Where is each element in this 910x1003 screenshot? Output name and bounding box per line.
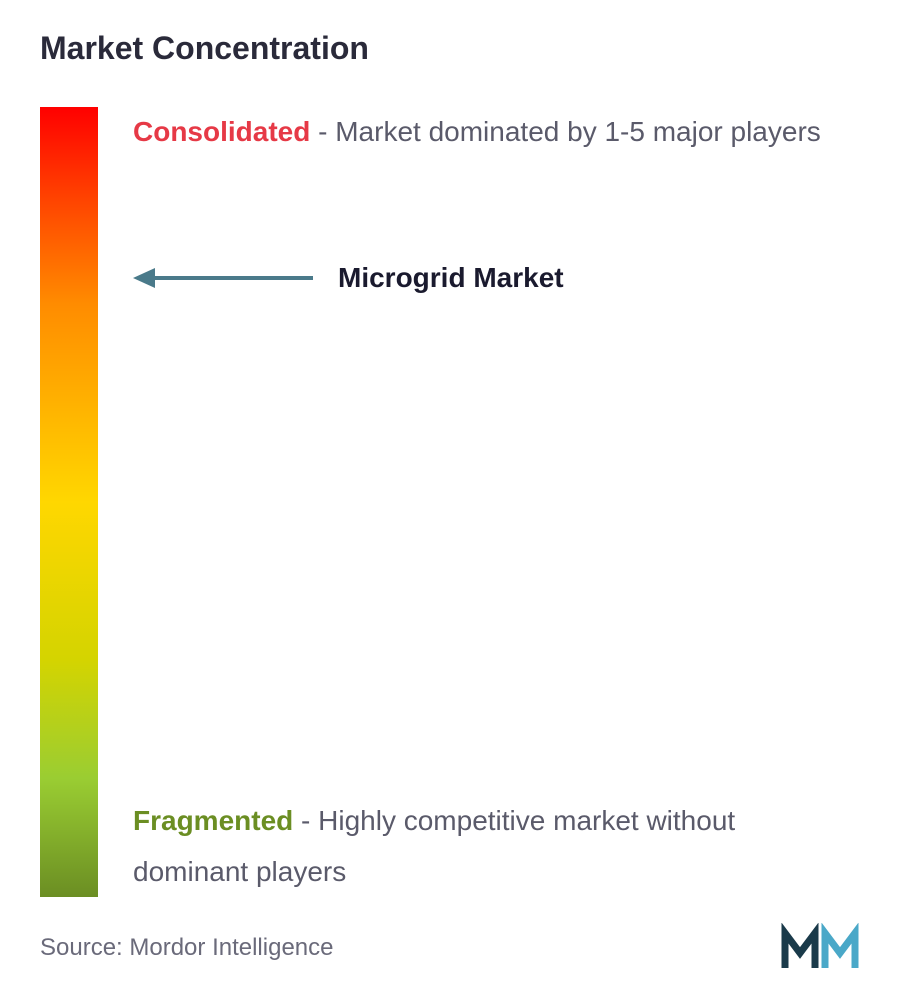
footer: Source: Mordor Intelligence (40, 923, 870, 973)
fragmented-highlight: Fragmented (133, 805, 293, 836)
consolidated-label-block: Consolidated - Market dominated by 1-5 m… (133, 107, 840, 157)
fragmented-description: Fragmented - Highly competitive market w… (133, 796, 840, 897)
chart-title: Market Concentration (40, 30, 870, 67)
consolidated-text: - Market dominated by 1-5 major players (318, 116, 821, 147)
source-attribution: Source: Mordor Intelligence (40, 934, 333, 962)
market-position-marker: Microgrid Market (133, 262, 564, 294)
mordor-logo (780, 923, 870, 973)
fragmented-label-block: Fragmented - Highly competitive market w… (133, 796, 840, 897)
text-content-area: Consolidated - Market dominated by 1-5 m… (133, 107, 870, 897)
consolidated-description: Consolidated - Market dominated by 1-5 m… (133, 107, 840, 157)
content-wrapper: Consolidated - Market dominated by 1-5 m… (40, 107, 870, 897)
concentration-gradient-bar (40, 107, 98, 897)
arrow-left-icon (133, 263, 313, 293)
consolidated-highlight: Consolidated (133, 116, 310, 147)
market-name-label: Microgrid Market (338, 262, 564, 294)
